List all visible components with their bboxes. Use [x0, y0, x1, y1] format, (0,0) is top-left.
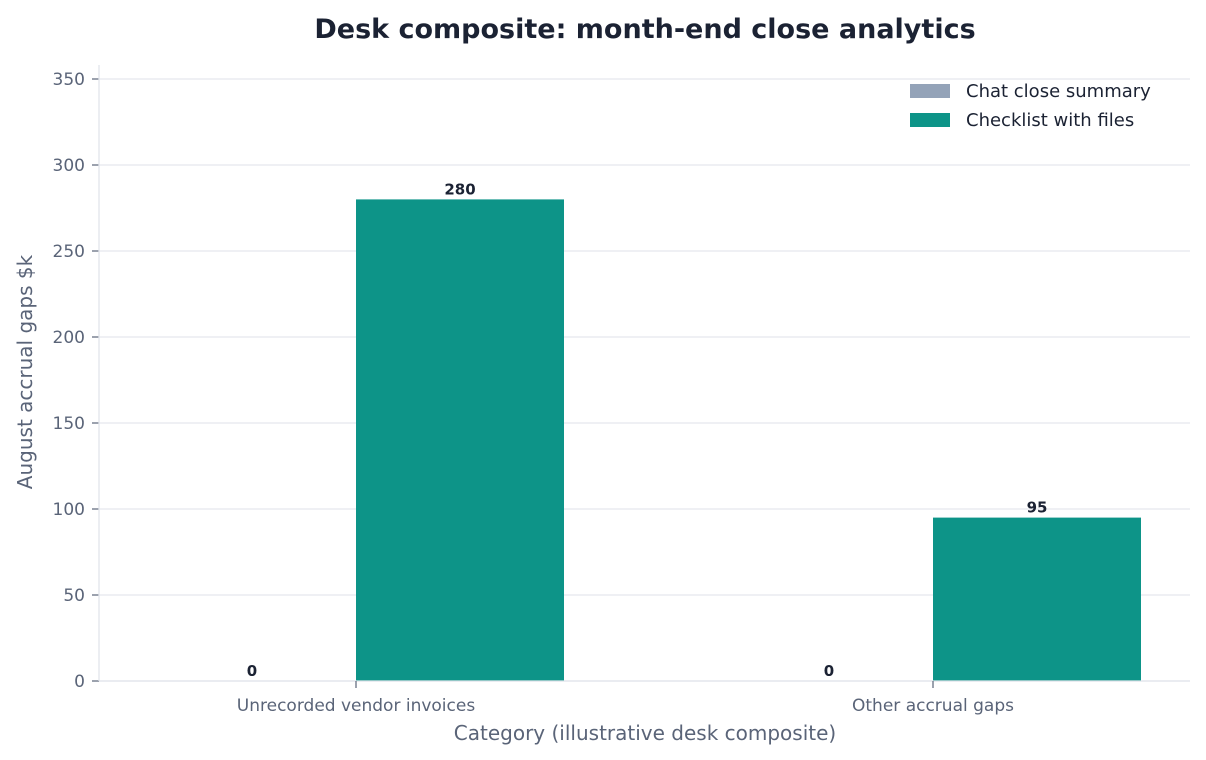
x-tick-label: Other accrual gaps [852, 696, 1014, 716]
data-labels: 0 280 0 95 [247, 180, 1048, 680]
y-tick-label: 50 [63, 586, 85, 606]
y-tick-label: 100 [53, 500, 85, 520]
y-tick-label: 0 [74, 672, 85, 692]
y-axis-label: August accrual gaps $k [13, 254, 37, 489]
y-tick-label: 200 [53, 328, 85, 348]
x-tick-label: Unrecorded vendor invoices [237, 696, 476, 716]
y-tick-label: 150 [53, 414, 85, 434]
y-tick-label: 250 [53, 242, 85, 262]
axes: 0 50 100 150 200 250 300 350 Unrecorded vendor i… [53, 65, 1190, 716]
data-label: 0 [247, 662, 257, 680]
chart-title: Desk composite: month-end close analytic… [314, 14, 975, 45]
x-axis-label: Category (illustrative desk composite) [454, 721, 836, 745]
data-label: 0 [824, 662, 834, 680]
data-label: 95 [1027, 499, 1048, 517]
data-label: 280 [444, 180, 475, 198]
bar [933, 517, 1141, 681]
legend: Chat close summary Checklist with files [910, 81, 1151, 131]
legend-swatch [910, 84, 950, 98]
grid-lines [99, 78, 1190, 682]
bar [356, 199, 564, 681]
legend-swatch [910, 113, 950, 127]
legend-label: Chat close summary [966, 81, 1151, 102]
y-tick-label: 300 [53, 156, 85, 176]
y-tick-label: 350 [53, 70, 85, 90]
bars [356, 199, 1141, 681]
legend-label: Checklist with files [966, 110, 1134, 131]
